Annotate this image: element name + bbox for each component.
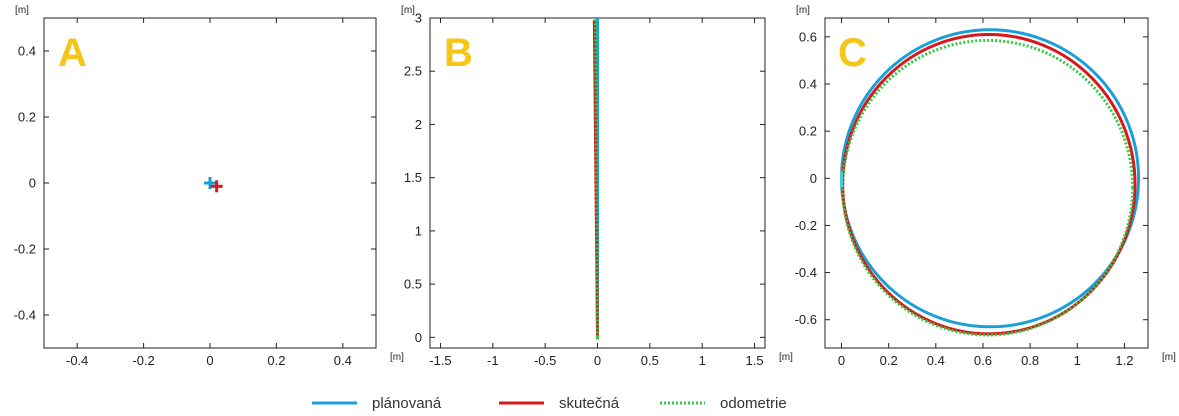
x-axis-label: [m] <box>779 352 793 363</box>
y-tick-label: 0.2 <box>799 124 817 139</box>
y-tick-label: -0.2 <box>14 242 36 257</box>
x-tick-label: 1.2 <box>1115 353 1133 368</box>
y-tick-label: 3 <box>415 11 422 26</box>
series-odometry <box>841 38 1135 337</box>
x-tick-label: 0.2 <box>880 353 898 368</box>
y-axis-label: [m] <box>796 5 810 16</box>
series-odometry <box>593 19 599 338</box>
x-tick-label: -1.5 <box>429 353 451 368</box>
panel-letter: B <box>444 31 473 75</box>
y-tick-label: 0.2 <box>18 110 36 125</box>
x-tick-label: 0 <box>206 353 213 368</box>
x-tick-label: -0.2 <box>132 353 154 368</box>
legend-label: skutečná <box>559 395 620 412</box>
y-tick-label: -0.4 <box>795 265 817 280</box>
x-tick-label: 0.2 <box>267 353 285 368</box>
x-tick-label: 0 <box>594 353 601 368</box>
x-tick-label: -0.4 <box>66 353 88 368</box>
y-tick-label: 1.5 <box>404 170 422 185</box>
x-tick-label: 0.8 <box>1021 353 1039 368</box>
y-tick-label: 1 <box>415 223 422 238</box>
x-tick-label: 0 <box>838 353 845 368</box>
plot-frame <box>824 17 1149 349</box>
y-tick-label: -0.4 <box>14 308 36 323</box>
x-tick-label: 0.4 <box>927 353 945 368</box>
y-tick-label: 0.6 <box>799 29 817 44</box>
x-tick-label: 1.5 <box>745 353 763 368</box>
y-tick-label: 0.4 <box>799 77 817 92</box>
panel-letter: A <box>58 31 87 75</box>
x-axis-label: [m] <box>1162 352 1176 363</box>
x-tick-label: -0.5 <box>534 353 556 368</box>
panel-letter: C <box>838 31 867 75</box>
legend-label: plánovaná <box>372 395 442 412</box>
y-tick-label: -0.6 <box>795 312 817 327</box>
panel-c: 0 0.2 0.4 0.6 0.8 1 1.2 -0.6 -0.4 -0.2 0 0.2 0.4 0.6 [… <box>795 5 1177 368</box>
panel-a: -0.4 -0.2 0 0.2 0.4 -0.4 -0.2 0 0.2 0.4 [m] [m] A <box>14 5 405 368</box>
y-tick-label: 2 <box>415 117 422 132</box>
y-tick-label: 0 <box>29 176 36 191</box>
x-axis-label: [m] <box>390 352 404 363</box>
series-planned <box>840 28 1141 329</box>
x-tick-label: 0.5 <box>641 353 659 368</box>
panel-b: -1.5 -1 -0.5 0 0.5 1 1.500.511.522.53[m][m]B <box>401 5 793 368</box>
y-tick-label: 0.5 <box>404 277 422 292</box>
x-tick-label: 1 <box>699 353 706 368</box>
x-tick-label: 1 <box>1074 353 1081 368</box>
legend-label: odometrie <box>720 395 787 412</box>
x-tick-label: 0.6 <box>974 353 992 368</box>
y-axis-label: [m] <box>15 5 29 16</box>
y-tick-label: 0 <box>810 171 817 186</box>
x-tick-label: 0.4 <box>334 353 352 368</box>
y-tick-label: 0 <box>415 330 422 345</box>
y-tick-label: -0.2 <box>795 218 817 233</box>
x-tick-label: -1 <box>487 353 499 368</box>
y-axis-label: [m] <box>401 5 415 16</box>
legend: plánovaná skutečná odometrie <box>312 395 787 412</box>
y-tick-label: 2.5 <box>404 64 422 79</box>
y-tick-label: 0.4 <box>18 44 36 59</box>
